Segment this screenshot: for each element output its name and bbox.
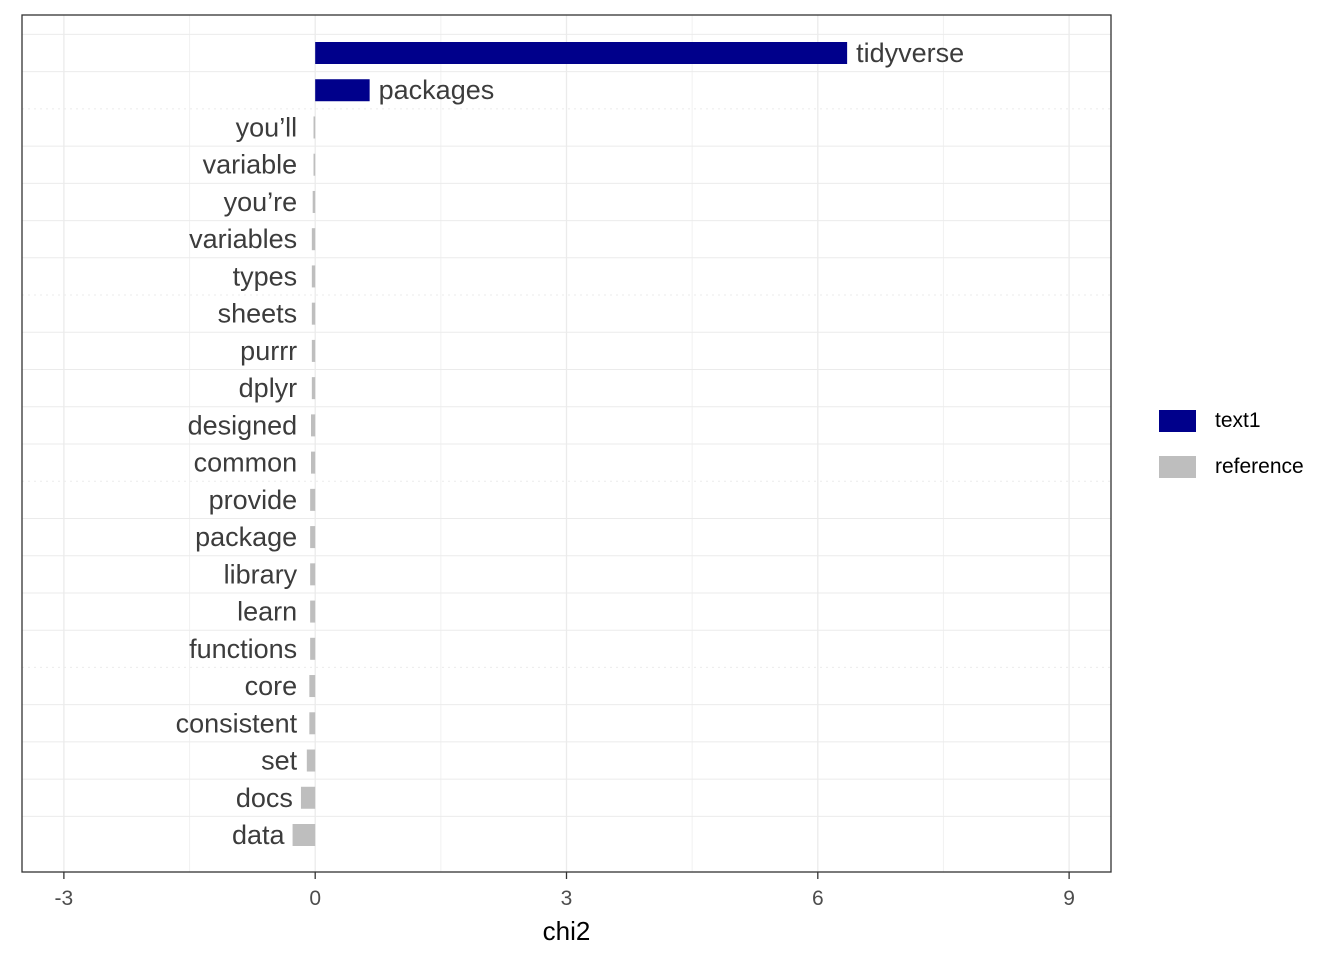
bar-17 bbox=[309, 675, 316, 698]
bar-label-17: core bbox=[245, 671, 298, 701]
bar-4 bbox=[312, 190, 316, 213]
bar-group bbox=[292, 42, 848, 846]
x-tick-label: 3 bbox=[561, 887, 573, 910]
legend-label-reference: reference bbox=[1215, 455, 1304, 478]
bar-12 bbox=[310, 488, 316, 511]
bar-label-14: library bbox=[224, 559, 298, 589]
legend-swatch-reference bbox=[1159, 456, 1196, 478]
bar-0 bbox=[315, 42, 848, 64]
bar-label-9: dplyr bbox=[239, 373, 298, 403]
bar-label-4: you’re bbox=[224, 187, 298, 217]
bar-2 bbox=[313, 116, 316, 139]
bar-label-10: designed bbox=[188, 410, 298, 440]
x-tick-label: 9 bbox=[1063, 887, 1075, 910]
bar-label-21: data bbox=[232, 820, 286, 850]
bar-1 bbox=[315, 79, 370, 102]
x-tick-label: -3 bbox=[55, 887, 74, 910]
bar-9 bbox=[311, 377, 316, 400]
x-axis-label: chi2 bbox=[543, 916, 591, 946]
bar-label-1: packages bbox=[379, 75, 495, 105]
bar-20 bbox=[300, 786, 316, 809]
bar-label-8: purrr bbox=[240, 336, 297, 366]
bar-label-15: learn bbox=[237, 597, 297, 627]
bar-label-12: provide bbox=[209, 485, 298, 515]
bar-8 bbox=[311, 339, 316, 362]
legend-label-text1: text1 bbox=[1215, 409, 1261, 432]
bar-19 bbox=[306, 749, 316, 772]
bar-label-7: sheets bbox=[218, 299, 298, 329]
x-axis: -3 0 3 6 9 bbox=[55, 872, 1075, 910]
bar-label-2: you’ll bbox=[236, 112, 298, 142]
bar-7 bbox=[311, 302, 316, 325]
bar-6 bbox=[311, 265, 316, 288]
bar-label-3: variable bbox=[203, 150, 298, 180]
x-tick-label: 0 bbox=[309, 887, 321, 910]
bar-14 bbox=[310, 563, 316, 586]
legend-swatch-text1 bbox=[1159, 410, 1196, 432]
bar-label-20: docs bbox=[236, 783, 293, 813]
bar-11 bbox=[311, 451, 316, 474]
bar-label-18: consistent bbox=[176, 708, 298, 738]
bar-label-13: package bbox=[195, 522, 297, 552]
bar-21 bbox=[292, 824, 316, 846]
bar-18 bbox=[309, 712, 316, 735]
bar-label-0: tidyverse bbox=[856, 38, 964, 68]
bar-label-19: set bbox=[261, 746, 298, 776]
bar-label-5: variables bbox=[189, 224, 297, 254]
grid-lines bbox=[22, 15, 1111, 872]
bar-5 bbox=[311, 228, 316, 251]
bar-label-16: functions bbox=[189, 634, 297, 664]
bar-10 bbox=[311, 414, 316, 437]
bar-label-group: tidyverse packages you’ll variable you’re var… bbox=[176, 38, 965, 850]
bar-13 bbox=[310, 526, 316, 549]
bar-3 bbox=[313, 153, 316, 176]
bar-label-11: common bbox=[194, 448, 298, 478]
bar-15 bbox=[310, 600, 316, 623]
x-tick-label: 6 bbox=[812, 887, 824, 910]
bar-16 bbox=[310, 637, 316, 660]
bar-label-6: types bbox=[233, 261, 298, 291]
